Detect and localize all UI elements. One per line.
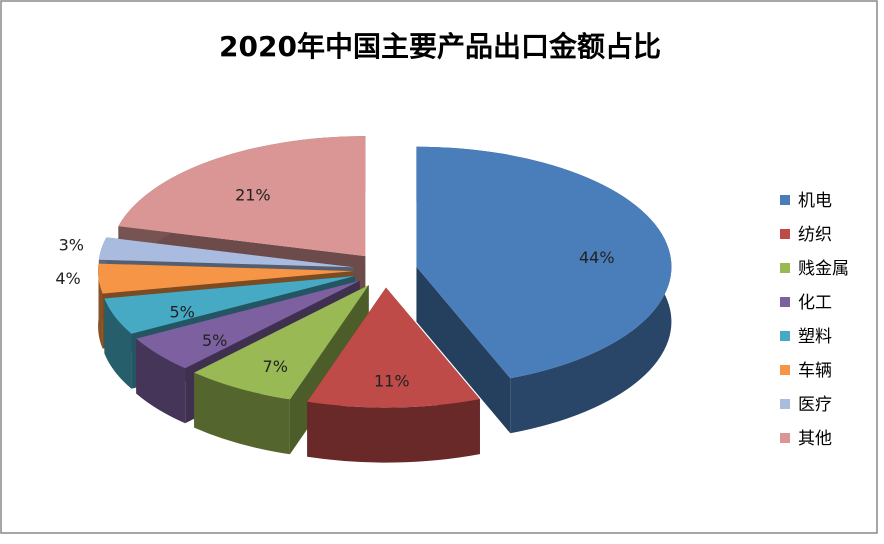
data-label: 7%	[263, 357, 288, 376]
legend-swatch	[780, 229, 790, 239]
slice-top	[307, 287, 480, 408]
slice-wall	[104, 298, 132, 389]
slice-side	[416, 266, 511, 434]
legend-swatch	[780, 433, 790, 443]
slice-top	[136, 280, 360, 369]
legend-swatch	[780, 365, 790, 375]
slice-top	[98, 237, 354, 268]
legend-label: 纺织	[798, 225, 832, 245]
legend-label: 贱金属	[798, 259, 849, 279]
data-label: 44%	[579, 248, 615, 267]
pie-slice	[307, 287, 480, 463]
legend-swatch	[780, 399, 790, 409]
data-label: 5%	[169, 303, 194, 322]
legend-swatch	[780, 331, 790, 341]
slice-side	[136, 280, 360, 394]
slice-wall	[136, 338, 186, 424]
data-label: 3%	[59, 236, 84, 255]
legend-swatch	[780, 263, 790, 273]
legend-label: 车辆	[798, 361, 832, 381]
slice-wall	[307, 399, 480, 463]
legend-label: 化工	[798, 293, 832, 313]
slice-top	[104, 275, 355, 334]
slice-top	[194, 285, 369, 400]
slice-top	[416, 146, 672, 379]
legend-swatch	[780, 297, 790, 307]
slice-top	[118, 136, 366, 257]
chart-title: 2020年中国主要产品出口金额占比	[219, 30, 661, 63]
slice-wall	[98, 263, 103, 349]
pie-slice	[416, 146, 672, 434]
legend-label: 机电	[798, 191, 832, 211]
legend-label: 其他	[798, 429, 832, 449]
pie: 44% 11% 7% 5% 5% 4% 3% 21%	[55, 136, 672, 463]
data-label: 21%	[235, 185, 271, 204]
slice-wall	[194, 372, 290, 455]
legend-label: 塑料	[798, 327, 832, 347]
slice-top	[98, 263, 354, 294]
data-label: 5%	[202, 331, 227, 350]
data-label: 4%	[55, 269, 80, 288]
legend-swatch	[780, 195, 790, 205]
data-label: 11%	[374, 371, 410, 390]
legend-label: 医疗	[798, 395, 832, 415]
